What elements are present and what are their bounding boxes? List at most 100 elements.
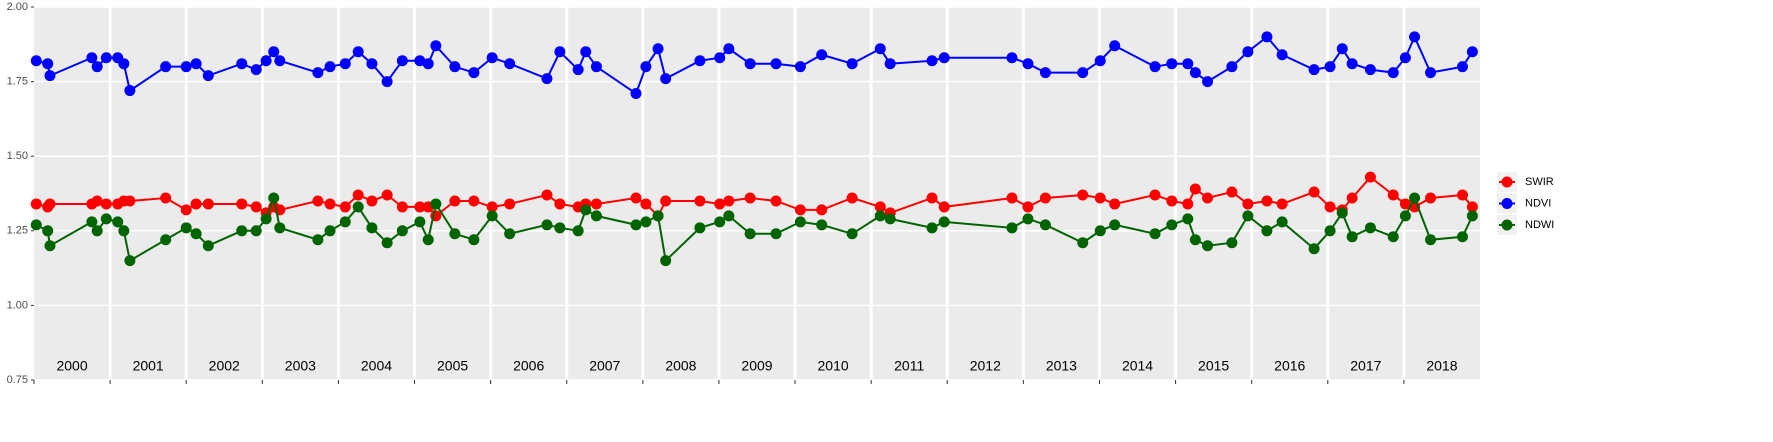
- point: [100, 52, 112, 64]
- point: [572, 225, 584, 237]
- point: [1202, 76, 1214, 88]
- y-tick-label: 1.50: [7, 150, 28, 162]
- point: [422, 234, 434, 246]
- year-label: 2017: [1350, 358, 1381, 374]
- point: [1308, 243, 1320, 255]
- point: [352, 201, 364, 213]
- point: [723, 210, 735, 222]
- point: [1409, 192, 1421, 204]
- point: [486, 201, 498, 213]
- point: [112, 216, 124, 228]
- point: [1466, 210, 1478, 222]
- point: [30, 55, 42, 67]
- point: [1109, 198, 1121, 210]
- year-label: 2011: [894, 358, 924, 374]
- point: [1094, 192, 1106, 204]
- point: [1324, 61, 1336, 73]
- point: [1456, 231, 1468, 243]
- point: [486, 52, 498, 64]
- point: [1261, 31, 1273, 43]
- point: [1387, 189, 1399, 201]
- point: [352, 189, 364, 201]
- point: [723, 43, 735, 55]
- year-label: 2001: [133, 358, 164, 374]
- point: [816, 219, 828, 231]
- point: [268, 46, 280, 58]
- point: [541, 73, 553, 85]
- y-tick-label: 1.00: [7, 299, 28, 311]
- point: [694, 195, 706, 207]
- point: [874, 210, 886, 222]
- point: [590, 198, 602, 210]
- point: [938, 52, 950, 64]
- point: [42, 58, 54, 70]
- point: [640, 61, 652, 73]
- point: [339, 216, 351, 228]
- point: [640, 216, 652, 228]
- point: [1425, 234, 1437, 246]
- year-label: 2016: [1274, 358, 1305, 374]
- point: [1189, 183, 1201, 195]
- point: [714, 52, 726, 64]
- point: [414, 55, 426, 67]
- point: [1364, 222, 1376, 234]
- point: [1324, 201, 1336, 213]
- point: [339, 201, 351, 213]
- point: [414, 216, 426, 228]
- year-label: 2000: [56, 358, 87, 374]
- point: [926, 192, 938, 204]
- point: [396, 201, 408, 213]
- point: [44, 240, 56, 252]
- point: [1466, 201, 1478, 213]
- point: [91, 61, 103, 73]
- point: [180, 222, 192, 234]
- point: [846, 228, 858, 240]
- point: [236, 58, 248, 70]
- year-label: 2004: [361, 358, 392, 374]
- point: [381, 237, 393, 249]
- point: [1149, 189, 1161, 201]
- point: [1425, 192, 1437, 204]
- point: [1466, 46, 1478, 58]
- point: [1346, 58, 1358, 70]
- point: [1364, 64, 1376, 76]
- point: [660, 73, 672, 85]
- point: [846, 192, 858, 204]
- point: [160, 192, 172, 204]
- point: [468, 195, 480, 207]
- point: [1276, 49, 1288, 61]
- point: [652, 210, 664, 222]
- point: [938, 201, 950, 213]
- point: [1308, 64, 1320, 76]
- point: [312, 195, 324, 207]
- year-label: 2010: [818, 358, 849, 374]
- point: [312, 67, 324, 79]
- point: [1346, 231, 1358, 243]
- year-label: 2006: [513, 358, 544, 374]
- point: [874, 201, 886, 213]
- legend-label: SWIR: [1525, 176, 1554, 188]
- y-tick-label: 1.25: [7, 225, 28, 237]
- point: [468, 234, 480, 246]
- point: [590, 210, 602, 222]
- point: [1109, 219, 1121, 231]
- point: [91, 195, 103, 207]
- point: [190, 58, 202, 70]
- year-label: 2009: [741, 358, 772, 374]
- point: [1387, 67, 1399, 79]
- point: [744, 228, 756, 240]
- point: [1324, 225, 1336, 237]
- point: [723, 195, 735, 207]
- point: [1149, 228, 1161, 240]
- point: [1077, 189, 1089, 201]
- year-label: 2018: [1426, 358, 1457, 374]
- point: [260, 213, 272, 225]
- point: [44, 70, 56, 82]
- point: [694, 55, 706, 67]
- point: [1022, 213, 1034, 225]
- point: [381, 76, 393, 88]
- legend-label: NDVI: [1525, 197, 1551, 209]
- point: [422, 58, 434, 70]
- point: [1399, 52, 1411, 64]
